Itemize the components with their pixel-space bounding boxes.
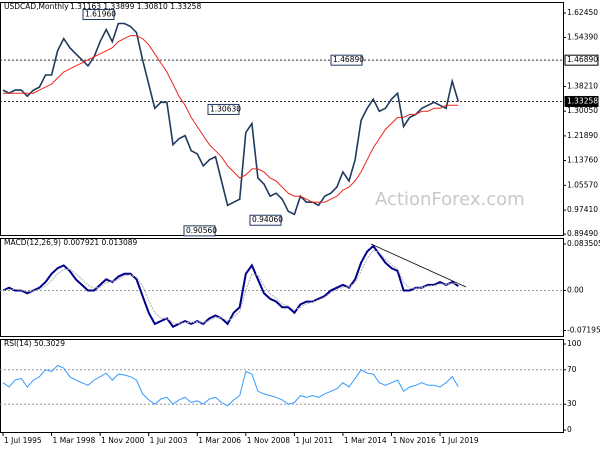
y-tick-label: 0.89490 xyxy=(567,229,598,238)
panel-frame xyxy=(0,339,564,433)
y-tick-label: 30 xyxy=(567,399,577,408)
y-tick-label: 0.00 xyxy=(567,285,584,294)
price-annotation-box xyxy=(330,54,363,66)
series-line xyxy=(3,35,459,203)
price-annotation-box xyxy=(249,214,282,226)
x-tick-label: 1 Mar 2014 xyxy=(344,436,387,445)
price-annotation: 1.30630 xyxy=(210,104,241,113)
y-tick-label: 1.54390 xyxy=(567,32,598,41)
price-annotation: 1.46890 xyxy=(333,55,364,64)
price-annotation: 0.90560 xyxy=(186,226,217,235)
x-tick-label: 1 Mar 1998 xyxy=(53,436,96,445)
level-label: 1.46890 xyxy=(567,55,598,64)
x-tick-label: 1 Nov 2008 xyxy=(247,436,290,445)
y-tick-label: 1.30050 xyxy=(567,106,598,115)
macd-title: MACD(12,26,9) 0.007921 0.013089 xyxy=(4,238,138,247)
y-tick-label: -0.07195 xyxy=(567,326,600,335)
price-annotation: 1.61960 xyxy=(85,10,116,19)
panel-frame xyxy=(0,2,564,236)
x-tick-label: 1 Nov 2000 xyxy=(101,436,144,445)
price-annotation-box xyxy=(207,103,240,115)
y-tick-label: 0.97410 xyxy=(567,205,598,214)
trend-line xyxy=(370,243,467,288)
y-tick-label: 1.05570 xyxy=(567,180,598,189)
price-annotation-box xyxy=(82,9,115,21)
x-tick-label: 1 Jul 2003 xyxy=(150,436,188,445)
panel-frame xyxy=(0,238,564,337)
x-tick-label: 1 Jul 1995 xyxy=(4,436,42,445)
series-line xyxy=(2,22,460,216)
rsi-title: RSI(14) 50.3029 xyxy=(4,339,65,348)
chart-title: USDCAD,Monthly xyxy=(4,2,69,11)
price-annotation: 0.94060 xyxy=(252,215,283,224)
y-tick-label: 1.62450 xyxy=(567,8,598,17)
watermark: ActionForex.com xyxy=(375,189,525,210)
x-tick-label: 1 Jul 2011 xyxy=(295,436,333,445)
series-line xyxy=(2,364,459,407)
x-tick-label: 1 Mar 2006 xyxy=(198,436,241,445)
level-tag xyxy=(564,95,599,107)
x-tick-label: 1 Nov 2016 xyxy=(392,436,435,445)
series-line xyxy=(2,244,459,328)
y-tick-label: 70 xyxy=(567,365,577,374)
price-annotation-box xyxy=(183,225,216,237)
y-tick-label: 1.38210 xyxy=(567,81,598,90)
level-label: 1.33258 xyxy=(567,96,598,105)
y-tick-label: 0 xyxy=(567,425,572,434)
y-tick-label: 100 xyxy=(567,339,582,348)
ohlc-readout: 1.31163 1.33899 1.30810 1.33258 xyxy=(70,2,201,11)
series-line xyxy=(2,249,459,325)
level-tag xyxy=(564,54,599,66)
x-tick-label: 1 Jul 2019 xyxy=(441,436,479,445)
y-tick-label: 0.083505 xyxy=(567,239,600,248)
y-tick-label: 1.21890 xyxy=(567,131,598,140)
y-tick-label: 1.13760 xyxy=(567,156,598,165)
